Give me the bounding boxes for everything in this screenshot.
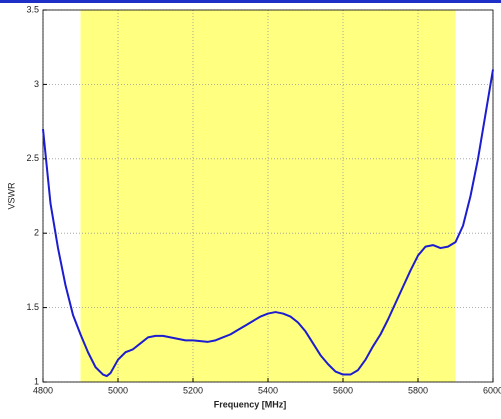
- y-axis-label: VSWR: [6, 182, 16, 210]
- y-tick-label: 2.5: [26, 153, 39, 163]
- x-tick-label: 4800: [33, 385, 53, 395]
- x-tick-label: 6000: [483, 385, 501, 395]
- x-tick-label: 5000: [108, 385, 128, 395]
- x-tick-label: 5400: [258, 385, 278, 395]
- x-tick-label: 5200: [183, 385, 203, 395]
- y-tick-label: 3.5: [26, 4, 39, 14]
- x-tick-label: 5800: [408, 385, 428, 395]
- data-line: [42, 69, 494, 378]
- plot-frame: [42, 9, 494, 383]
- y-tick-label: 1.5: [26, 302, 39, 312]
- y-tick-label: 2: [34, 228, 39, 238]
- top-bar: [0, 0, 501, 3]
- y-tick-label: 1: [34, 376, 39, 386]
- x-tick-label: 5600: [333, 385, 353, 395]
- x-axis-label: Frequency [MHz]: [214, 399, 287, 409]
- y-tick-label: 3: [34, 79, 39, 89]
